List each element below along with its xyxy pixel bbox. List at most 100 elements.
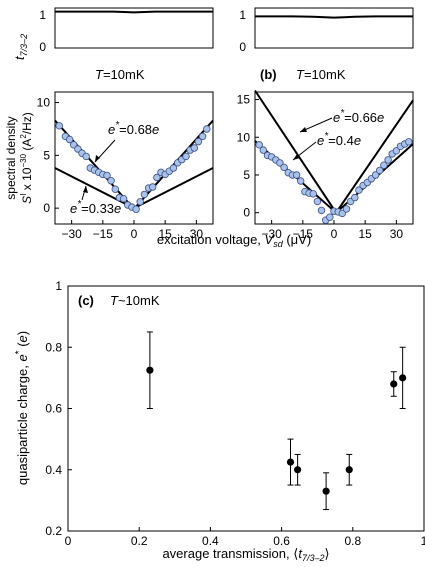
panel-b-data-point xyxy=(326,213,334,221)
panel-c-data-point xyxy=(322,487,330,495)
panel-b-transmission-plot: 1 0 xyxy=(239,7,414,54)
panel-c-xtick-label: 0.6 xyxy=(273,534,290,548)
panel-c-data-point xyxy=(399,374,407,382)
panel-c-xtick-label: 0.2 xyxy=(131,534,148,548)
panel-c-frame xyxy=(67,285,425,532)
panel-a-data-point xyxy=(198,132,207,141)
panel-b-arrowhead-066 xyxy=(300,127,307,132)
panel-b-ytick-label: 10 xyxy=(237,130,251,144)
panel-b-data-point xyxy=(280,163,288,172)
panel-b-temperature: T=10mK xyxy=(296,67,346,82)
panel-b-data-point xyxy=(351,193,359,202)
panel-b-xtick-label: 30 xyxy=(390,227,404,241)
panel-a-data-point xyxy=(136,198,144,206)
panel-a-data-point xyxy=(103,171,111,180)
panel-b-data-point xyxy=(259,146,267,154)
panel-b-xtick-label: 15 xyxy=(359,227,373,241)
panel-c-data-point xyxy=(345,466,353,474)
panel-b-top-ytick-0: 0 xyxy=(239,40,246,54)
panel-c-ytick-label: 0.6 xyxy=(45,402,62,416)
panel-b-data-point xyxy=(317,206,326,215)
panel-b-top-frame xyxy=(254,7,414,49)
panel-a-data-point xyxy=(119,194,128,203)
panel-a-ytick-label: 5 xyxy=(43,148,50,162)
panel-a-data-point xyxy=(140,190,149,199)
panel-a-transmission-plot: 1 0 t7/3–2 xyxy=(12,7,214,60)
shared-xlabel: excitation voltage, Vsd (μV) xyxy=(157,232,311,249)
panel-c-ytick-label: 1 xyxy=(55,279,62,293)
panel-a-data-point xyxy=(190,144,198,152)
panel-b-ytick-label: 5 xyxy=(243,168,250,182)
panel-a-data-point xyxy=(55,122,63,130)
panel-b-data-point xyxy=(380,161,388,169)
panel-b-data-point xyxy=(342,205,351,213)
panel-c-xtick-label: 0 xyxy=(65,534,72,548)
panel-a-data-point xyxy=(194,137,203,146)
panel-b-data-point xyxy=(255,141,263,149)
panel-b-fit-line-0 xyxy=(254,89,414,215)
panel-b-annot-066: e*=0.66e xyxy=(333,108,384,125)
panel-b-xtick-label: 0 xyxy=(331,227,338,241)
panel-b-data-point xyxy=(384,156,392,164)
panel-a-annot-068: e*=0.68e xyxy=(108,120,159,137)
panel-a-ytick-label: 10 xyxy=(37,96,51,110)
panel-a-arrowhead-068 xyxy=(95,155,100,162)
panel-c-data-point xyxy=(390,380,398,388)
panel-c-data-point xyxy=(286,458,295,466)
panel-b-data-point xyxy=(338,209,346,218)
panel-a-transmission-curve xyxy=(55,10,213,14)
panel-c-xtick-label: 0.4 xyxy=(202,534,219,548)
panel-a-data-point xyxy=(182,152,190,161)
panel-b-annot-04: e*=0.4e xyxy=(317,131,361,148)
panel-b-data-point xyxy=(276,159,284,167)
panel-a-temperature: T=10mK xyxy=(95,67,145,82)
panel-c-ylabel: quasiparticle charge, e* (e) xyxy=(14,331,30,485)
panel-a-top-ytick-0: 0 xyxy=(39,40,46,54)
panel-b-transmission-curve xyxy=(255,15,413,19)
panel-c-ytick-label: 0.2 xyxy=(45,524,62,538)
panel-a-xtick-label: 30 xyxy=(190,227,204,241)
panel-a-xtick-label: −15 xyxy=(93,227,114,241)
panel-b-top-ytick-1: 1 xyxy=(239,8,246,22)
panel-a-ytick-label: 0 xyxy=(43,201,50,215)
panel-b-arrowhead-04 xyxy=(293,154,300,160)
panel-a-data-point xyxy=(107,176,115,185)
panel-b-xtick-label: −15 xyxy=(293,227,314,241)
panel-c-temperature: T~10mK xyxy=(110,293,160,308)
panel-a-data-point xyxy=(153,173,161,182)
panel-a-top-ytick-1: 1 xyxy=(39,8,46,22)
panel-a-data-point xyxy=(82,152,90,161)
panel-a-top-frame xyxy=(54,7,214,49)
transmission-ylabel: t7/3–2 xyxy=(12,34,29,60)
panel-c-data-point xyxy=(146,366,154,374)
panel-c-data-point xyxy=(294,466,302,474)
panel-a-ylabel-line1: spectral density xyxy=(4,116,18,199)
panel-b-data-point xyxy=(355,186,363,194)
panel-c-xtick-label: 1 xyxy=(421,534,425,548)
panel-a-arrowhead-033 xyxy=(83,186,88,193)
panel-b-data-point xyxy=(309,190,317,198)
panel-c-ytick-label: 0.4 xyxy=(45,463,62,477)
panel-a-xtick-label: −30 xyxy=(61,227,82,241)
panel-a-data-point xyxy=(111,185,119,193)
panel-c-label: (c) xyxy=(78,293,94,308)
panel-a-data-point xyxy=(132,205,140,213)
panel-b-ytick-label: 15 xyxy=(237,93,251,107)
panel-a-ylabel-line2: SI x 10−30 (A2/Hz) xyxy=(19,112,34,204)
panel-a-data-point xyxy=(65,135,74,144)
panel-c-xtick-label: 0.8 xyxy=(344,534,361,548)
panel-a-data-point xyxy=(148,183,157,191)
panel-a-xtick-label: 0 xyxy=(131,227,138,241)
panel-a-data-point xyxy=(203,125,211,133)
panel-b-data-point xyxy=(292,171,301,179)
panel-a-xtick-label: 15 xyxy=(159,227,173,241)
panel-b-noise-plot: −30 −15 0 15 30 0 5 10 15 (b) T=10mK e*=0.66e e*… xyxy=(157,67,414,249)
panel-b-data-point xyxy=(297,177,305,185)
panel-b-data-point xyxy=(371,171,380,179)
panel-a-data-point xyxy=(169,164,178,172)
panel-c-xlabel: average transmission, ⟨t7/3–2⟩ xyxy=(162,546,329,563)
panel-b-ytick-label: 0 xyxy=(243,206,250,220)
panel-b-data-point xyxy=(392,147,401,155)
panel-a-noise-plot: −30 −15 0 15 30 0 5 10 T=10mK e*=0.68e e*=0.33e… xyxy=(4,67,214,241)
